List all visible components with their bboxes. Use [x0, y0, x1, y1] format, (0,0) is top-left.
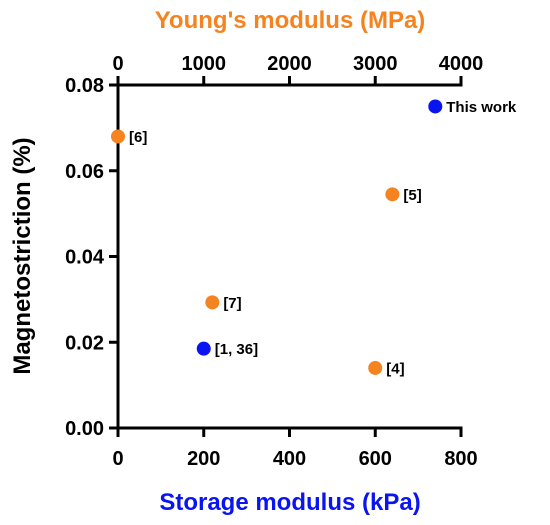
- x2-axis-title: Young's modulus (MPa): [155, 7, 426, 34]
- x-tick-label: 800: [444, 448, 477, 470]
- y-tick-label: 0.08: [65, 75, 104, 97]
- x-axis-title: Storage modulus (kPa): [159, 489, 420, 516]
- ticks: 0 200 400 600 800 0 1000 2000 3000 4000 0.00 0.02 0.…: [65, 53, 483, 470]
- x2-tick-label: 4000: [439, 53, 484, 75]
- x2-tick-label: 1000: [182, 53, 227, 75]
- x-tick-label: 400: [273, 448, 306, 470]
- data-point: [428, 99, 443, 114]
- data-point: [385, 187, 400, 202]
- data-point: [368, 360, 383, 375]
- x2-tick-label: 0: [112, 53, 123, 75]
- data-point: [196, 341, 211, 356]
- data-point-label: [5]: [403, 187, 421, 204]
- x-tick-label: 600: [359, 448, 392, 470]
- data-point: [111, 129, 125, 144]
- y-tick-label: 0.02: [65, 332, 104, 354]
- y-axis-title: Magnetostriction (%): [9, 137, 36, 374]
- point-labels: [1, 36] This work [6] [5] [7] [4]: [129, 99, 517, 378]
- x-tick-label: 200: [187, 448, 220, 470]
- data-point-label: This work: [446, 99, 517, 116]
- y-tick-label: 0.00: [65, 418, 104, 440]
- axes: [116, 83, 463, 430]
- data-point-label: [7]: [223, 295, 241, 312]
- y-tick-label: 0.06: [65, 161, 104, 183]
- data-point-label: [4]: [386, 360, 404, 377]
- x2-tick-label: 2000: [267, 53, 312, 75]
- data-points: [111, 99, 443, 375]
- data-point-label: [1, 36]: [215, 341, 258, 358]
- x2-tick-label: 3000: [353, 53, 398, 75]
- data-point: [205, 295, 220, 310]
- y-tick-label: 0.04: [65, 247, 105, 269]
- data-point-label: [6]: [129, 129, 147, 146]
- x-tick-label: 0: [112, 448, 123, 470]
